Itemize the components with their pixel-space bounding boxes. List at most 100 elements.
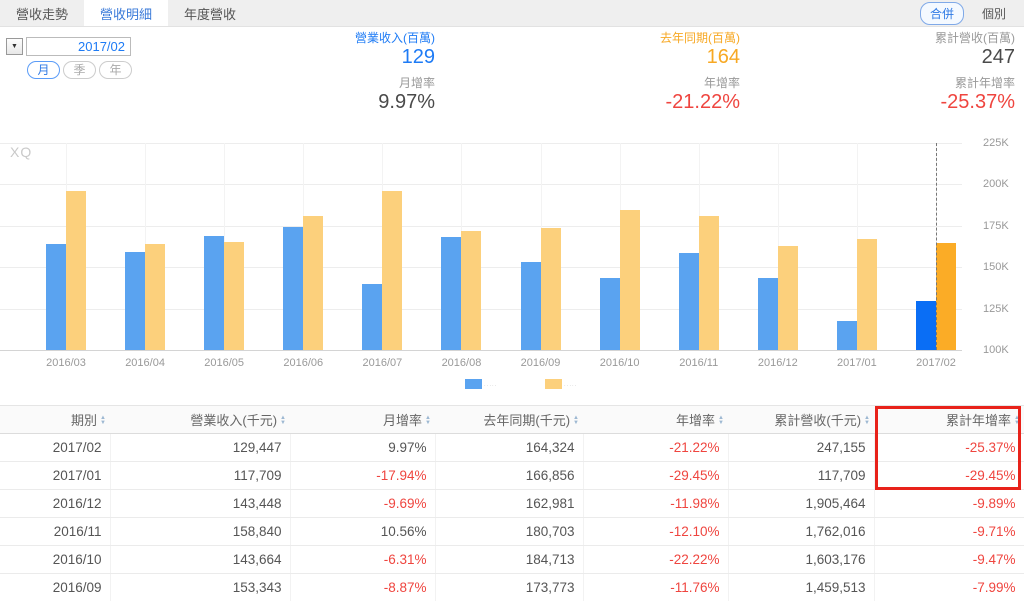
revenue-bar-2016/05[interactable] [204,235,225,350]
table-cell-月增率: 9.97% [290,433,436,462]
revenue-bar-2016/06[interactable] [283,227,304,350]
table-cell-期別: 2017/01 [0,461,111,490]
column-header-4[interactable]: 去年同期(千元) ▲ ▼ [435,405,583,434]
table-row[interactable]: 2016/09 153,343 -8.87% 173,773 -11.76% 1,459,… [0,573,1024,601]
period-dropdown-button[interactable]: ▼ [6,38,23,55]
table-cell-累計年增率: -29.45% [874,461,1024,490]
h-gridline [0,184,962,186]
chevron-down-icon: ▼ [11,43,18,50]
column-header-2[interactable]: 營業收入(千元) ▲ ▼ [110,405,290,434]
yoy-value: -21.22% [665,91,741,113]
table-cell-累計年增率: -25.37% [874,433,1024,462]
column-header-6[interactable]: 累計營收(千元) ▲ ▼ [728,405,874,434]
last-year-bar-2016/03[interactable] [66,191,86,350]
table-cell-累計年增率: -9.71% [874,517,1024,546]
revenue-bar-2016/12[interactable] [757,278,778,350]
revenue-bar-2016/11[interactable] [678,252,699,350]
x-axis-tick-label: 2016/10 [599,357,640,369]
column-header-label: 累計年增率 [946,413,1012,428]
legend-swatch-last-year [545,379,562,389]
last-year-bar-2016/07[interactable] [382,191,403,350]
sort-icon[interactable]: ▲ ▼ [425,414,431,426]
mode-month-button[interactable]: 月 [27,61,60,79]
revenue-bar-2017/01[interactable] [836,320,857,350]
column-header-7[interactable]: 累計年增率 ▲ ▼ [874,405,1024,434]
merged-view-button[interactable]: 合併 [919,1,964,25]
metric-revenue-group: 營業收入(百萬) 129 月增率 9.97% [295,31,435,121]
revenue-bar-2016/07[interactable] [362,283,383,350]
table-cell-月增率: -17.94% [290,461,436,490]
table-cell-營業收入(千元): 117,709 [110,461,291,490]
individual-view-button[interactable]: 個別 [972,2,1016,25]
column-header-1[interactable]: 期別 ▲ ▼ [0,405,110,434]
table-cell-去年同期(千元): 162,981 [435,489,584,518]
mode-year-button[interactable]: 年 [99,61,132,79]
legend-label: ····· [564,383,578,389]
revenue-bar-2016/10[interactable] [599,277,620,350]
view-toggle-group: 合併 個別 [919,0,1024,26]
mode-quarter-button[interactable]: 季 [63,61,96,79]
revenue-bar-2017/02[interactable] [916,301,936,350]
period-input[interactable] [26,37,131,56]
table-cell-年增率: -11.76% [583,573,729,601]
last-year-bar-2016/09[interactable] [540,227,561,350]
table-header-row: 期別 ▲ ▼ 營業收入(千元) ▲ ▼ 月增率 ▲ ▼ 去年同期(千元) ▲ ▼ 年增率 ▲ ▼ 累計營收(千… [0,405,1024,434]
table-cell-期別: 2016/12 [0,489,111,518]
table-row[interactable]: 2016/12 143,448 -9.69% 162,981 -11.98% 1,905,… [0,489,1024,518]
last-year-bar-2016/10[interactable] [619,209,640,350]
tab-revenue-trend[interactable]: 營收走勢 [16,6,69,22]
table-cell-累計年增率: -7.99% [874,573,1024,601]
sort-icon[interactable]: ▲ ▼ [1014,414,1020,426]
mom-label: 月增率 [398,76,435,90]
table-cell-累計營收(千元): 1,603,176 [728,545,875,574]
last-year-label: 去年同期(百萬) [660,31,740,45]
sort-icon[interactable]: ▲ ▼ [100,414,106,426]
column-header-label: 去年同期(千元) [483,413,571,428]
sort-icon[interactable]: ▲ ▼ [280,414,286,426]
revenue-bar-2016/08[interactable] [441,237,462,350]
xq-watermark: XQ [10,144,33,160]
last-year-bar-2016/05[interactable] [224,242,245,350]
y-axis-tick-label: 225K [983,137,1009,149]
table-body: 2017/02 129,447 9.97% 164,324 -21.22% 247,155… [0,433,1024,601]
table-row[interactable]: 2017/02 129,447 9.97% 164,324 -21.22% 247,155… [0,433,1024,462]
table-cell-營業收入(千元): 143,448 [110,489,291,518]
last-year-bar-2017/02[interactable] [936,243,956,350]
column-header-5[interactable]: 年增率 ▲ ▼ [583,405,728,434]
revenue-bar-2016/03[interactable] [46,244,66,350]
table-cell-累計年增率: -9.89% [874,489,1024,518]
x-axis-tick-label: 2016/11 [679,357,719,369]
cum-revenue-label: 累計營收(百萬) [935,31,1015,45]
table-cell-營業收入(千元): 158,840 [110,517,291,546]
sort-icon[interactable]: ▲ ▼ [573,414,579,426]
sort-icon[interactable]: ▲ ▼ [718,414,724,426]
tab-revenue-detail[interactable]: 營收明細 [84,0,169,26]
h-gridline [0,143,962,144]
table-row[interactable]: 2017/01 117,709 -17.94% 166,856 -29.45% 117,7… [0,461,1024,490]
table-cell-年增率: -12.10% [583,517,729,546]
column-header-label: 累計營收(千元) [774,413,862,428]
column-header-3[interactable]: 月增率 ▲ ▼ [290,405,435,434]
mom-value: 9.97% [378,91,435,113]
last-year-bar-2016/04[interactable] [145,244,166,350]
x-axis-tick-label: 2016/12 [757,357,798,369]
table-cell-累計營收(千元): 117,709 [728,461,875,490]
last-year-bar-2016/06[interactable] [303,215,324,350]
revenue-label: 營業收入(百萬) [355,31,435,45]
table-cell-月增率: -9.69% [290,489,436,518]
revenue-bar-2016/04[interactable] [125,252,146,350]
x-axis-tick-label: 2016/06 [283,357,324,369]
last-year-bar-2016/11[interactable] [698,216,719,350]
y-axis-tick-label: 150K [983,261,1009,274]
sort-icon[interactable]: ▲ ▼ [864,414,870,426]
revenue-bar-2016/09[interactable] [520,261,541,350]
h-gridline [0,225,962,227]
x-axis-tick-label: 2017/01 [837,357,877,369]
table-row[interactable]: 2016/10 143,664 -6.31% 184,713 -22.22% 1,603,… [0,545,1024,574]
last-year-bar-2016/08[interactable] [461,230,482,350]
table-row[interactable]: 2016/11 158,840 10.56% 180,703 -12.10% 1,762,… [0,517,1024,546]
last-year-bar-2016/12[interactable] [777,245,798,350]
metric-last-year-group: 去年同期(百萬) 164 年增率 -21.22% [600,31,740,121]
tab-annual-revenue[interactable]: 年度營收 [184,6,237,22]
last-year-bar-2017/01[interactable] [856,239,877,350]
